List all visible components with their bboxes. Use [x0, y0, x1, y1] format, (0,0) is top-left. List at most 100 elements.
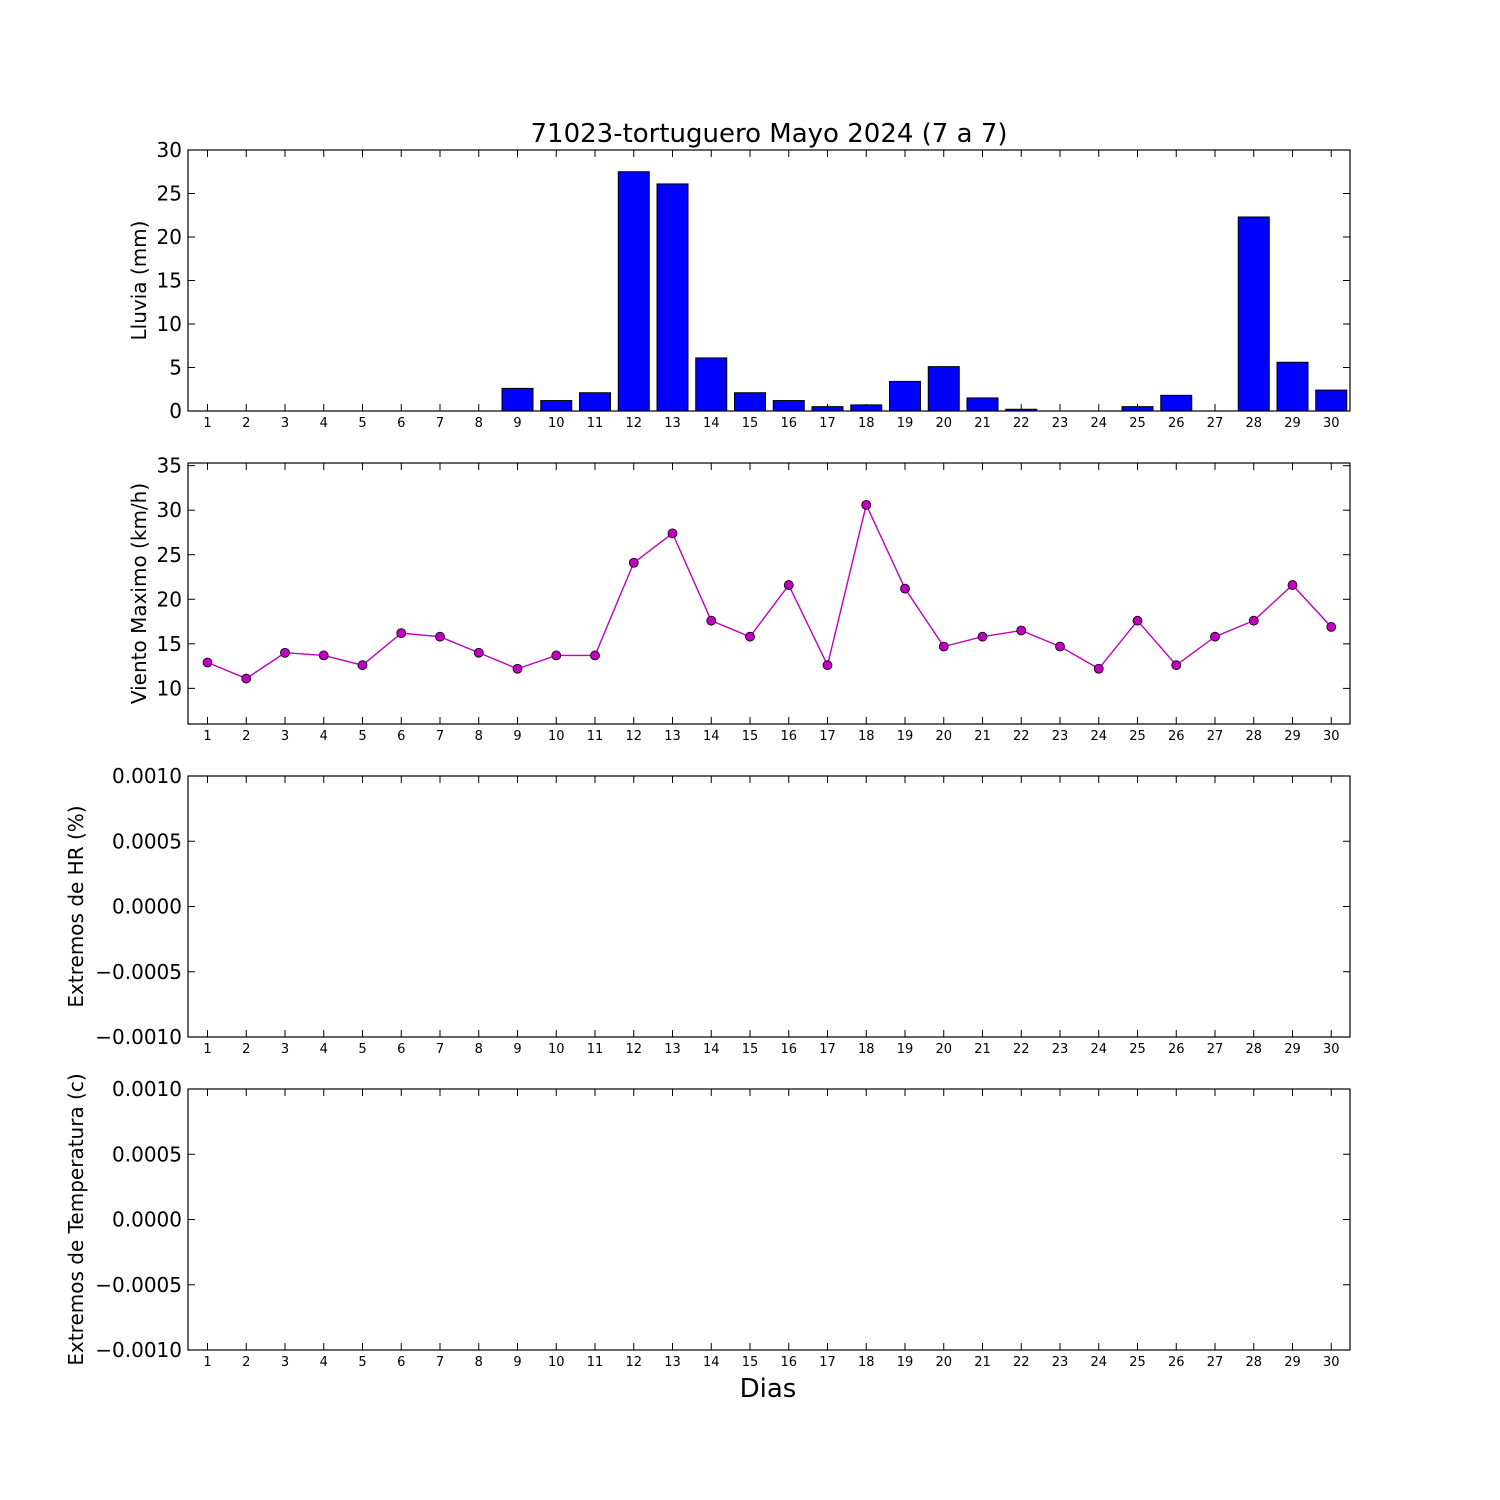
temperatura-xtick-label: 4	[320, 1355, 328, 1370]
viento-data-point	[1093, 663, 1104, 674]
viento-data-point	[822, 660, 833, 671]
lluvia-xtick-label: 2	[242, 416, 250, 431]
temperatura-xtick-label: 20	[935, 1355, 952, 1370]
lluvia-ytick-label: 5	[169, 356, 182, 380]
rain-bar	[889, 380, 921, 412]
temperatura-ytick-label: 0.0005	[112, 1142, 182, 1166]
hr-xtick-label: 12	[625, 1042, 642, 1057]
rain-bar	[656, 183, 689, 412]
viento-ytick-label: 10	[157, 676, 182, 700]
hr-xtick-label: 11	[587, 1042, 604, 1057]
hr-y-axis-label: Extremos de HR (%)	[64, 805, 88, 1007]
viento-ytick-label: 30	[157, 498, 182, 522]
viento-xtick-label: 15	[742, 729, 759, 744]
temperatura-xtick-label: 27	[1207, 1355, 1224, 1370]
temperatura-xtick-label: 25	[1129, 1355, 1146, 1370]
temperatura-xtick-label: 5	[358, 1355, 366, 1370]
hr-xtick-label: 8	[475, 1042, 483, 1057]
viento-data-point	[280, 647, 290, 658]
hr-xtick-label: 26	[1168, 1042, 1185, 1057]
temperatura-xtick-label: 28	[1245, 1355, 1262, 1370]
viento-xtick-label: 1	[203, 729, 211, 744]
viento-xtick-label: 25	[1129, 729, 1146, 744]
hr-xtick-label: 14	[703, 1042, 720, 1057]
hr-xtick-label: 15	[742, 1042, 759, 1057]
hr-xtick-label: 9	[513, 1042, 521, 1057]
hr-xtick-label: 13	[664, 1042, 681, 1057]
hr-xtick-label: 17	[819, 1042, 836, 1057]
temperatura-xtick-label: 9	[513, 1355, 521, 1370]
viento-data-point	[1248, 615, 1259, 626]
lluvia-xtick-label: 23	[1052, 416, 1069, 431]
hr-xtick-label: 2	[242, 1042, 250, 1057]
temperatura-ytick-label: −0.0010	[95, 1338, 182, 1362]
hr-xtick-label: 19	[897, 1042, 914, 1057]
viento-xtick-label: 9	[513, 729, 521, 744]
temperatura-y-axis-label: Extremos de Temperatura (c)	[64, 1073, 88, 1365]
lluvia-ytick-label: 0	[169, 399, 182, 423]
temperatura-xtick-label: 15	[742, 1355, 759, 1370]
hr-xtick-label: 20	[935, 1042, 952, 1057]
viento-data-point	[1171, 660, 1182, 671]
lluvia-ytick-label: 30	[157, 138, 182, 162]
viento-xtick-label: 28	[1245, 729, 1262, 744]
chart-title: 71023-tortuguero Mayo 2024 (7 a 7)	[530, 119, 1007, 149]
lluvia-xtick-label: 9	[513, 416, 521, 431]
lluvia-xtick-label: 12	[625, 416, 642, 431]
viento-xtick-label: 13	[664, 729, 681, 744]
lluvia-xtick-label: 4	[320, 416, 328, 431]
viento-xtick-label: 29	[1284, 729, 1301, 744]
temperatura-xtick-label: 11	[587, 1355, 604, 1370]
rain-bar	[1237, 216, 1270, 412]
rain-bar	[695, 357, 728, 412]
temperatura-xtick-label: 26	[1168, 1355, 1185, 1370]
viento-xtick-label: 8	[475, 729, 483, 744]
hr-xtick-label: 10	[548, 1042, 565, 1057]
lluvia-xtick-label: 11	[587, 416, 604, 431]
viento-series-line	[207, 502, 1332, 680]
lluvia-ytick-label: 15	[157, 269, 182, 293]
hr-ytick-label: −0.0010	[95, 1025, 182, 1049]
temperatura-xtick-label: 24	[1090, 1355, 1107, 1370]
rain-bar	[579, 392, 611, 412]
viento-data-point	[628, 557, 639, 568]
viento-data-point	[667, 528, 678, 539]
rain-bar	[927, 366, 960, 412]
x-axis-label: Dias	[740, 1374, 797, 1404]
viento-data-point	[1210, 631, 1220, 642]
hr-xtick-label: 21	[974, 1042, 991, 1057]
lluvia-ytick-label: 10	[157, 312, 182, 336]
viento-data-point	[1287, 580, 1298, 590]
temperatura-xtick-label: 2	[242, 1355, 250, 1370]
viento-xtick-label: 27	[1207, 729, 1224, 744]
rain-bar	[772, 400, 805, 412]
lluvia-xtick-label: 18	[858, 416, 875, 431]
temperatura-xtick-label: 30	[1323, 1355, 1340, 1370]
hr-xtick-label: 24	[1090, 1042, 1107, 1057]
lluvia-xtick-label: 26	[1168, 416, 1185, 431]
lluvia-xtick-label: 22	[1013, 416, 1030, 431]
hr-xtick-label: 27	[1207, 1042, 1224, 1057]
viento-y-axis-label: Viento Maximo (km/h)	[127, 483, 151, 704]
viento-xtick-label: 3	[281, 729, 289, 744]
lluvia-y-axis-label: Lluvia (mm)	[127, 221, 151, 341]
rain-bar	[1160, 394, 1193, 412]
viento-xtick-label: 10	[548, 729, 565, 744]
hr-xtick-label: 7	[436, 1042, 444, 1057]
hr-plot-frame	[187, 775, 1351, 1038]
temperatura-xtick-label: 1	[203, 1355, 211, 1370]
lluvia-xtick-label: 17	[819, 416, 836, 431]
lluvia-xtick-label: 21	[974, 416, 991, 431]
lluvia-ytick-label: 20	[157, 225, 182, 249]
viento-plot-frame	[187, 462, 1351, 725]
temperatura-ytick-label: 0.0000	[112, 1208, 182, 1232]
temperatura-xtick-label: 3	[281, 1355, 289, 1370]
hr-xtick-label: 5	[358, 1042, 366, 1057]
temperatura-xtick-label: 16	[780, 1355, 797, 1370]
temperatura-xtick-label: 7	[436, 1355, 444, 1370]
hr-xtick-label: 29	[1284, 1042, 1301, 1057]
viento-xtick-label: 12	[625, 729, 642, 744]
temperatura-xtick-label: 21	[974, 1355, 991, 1370]
